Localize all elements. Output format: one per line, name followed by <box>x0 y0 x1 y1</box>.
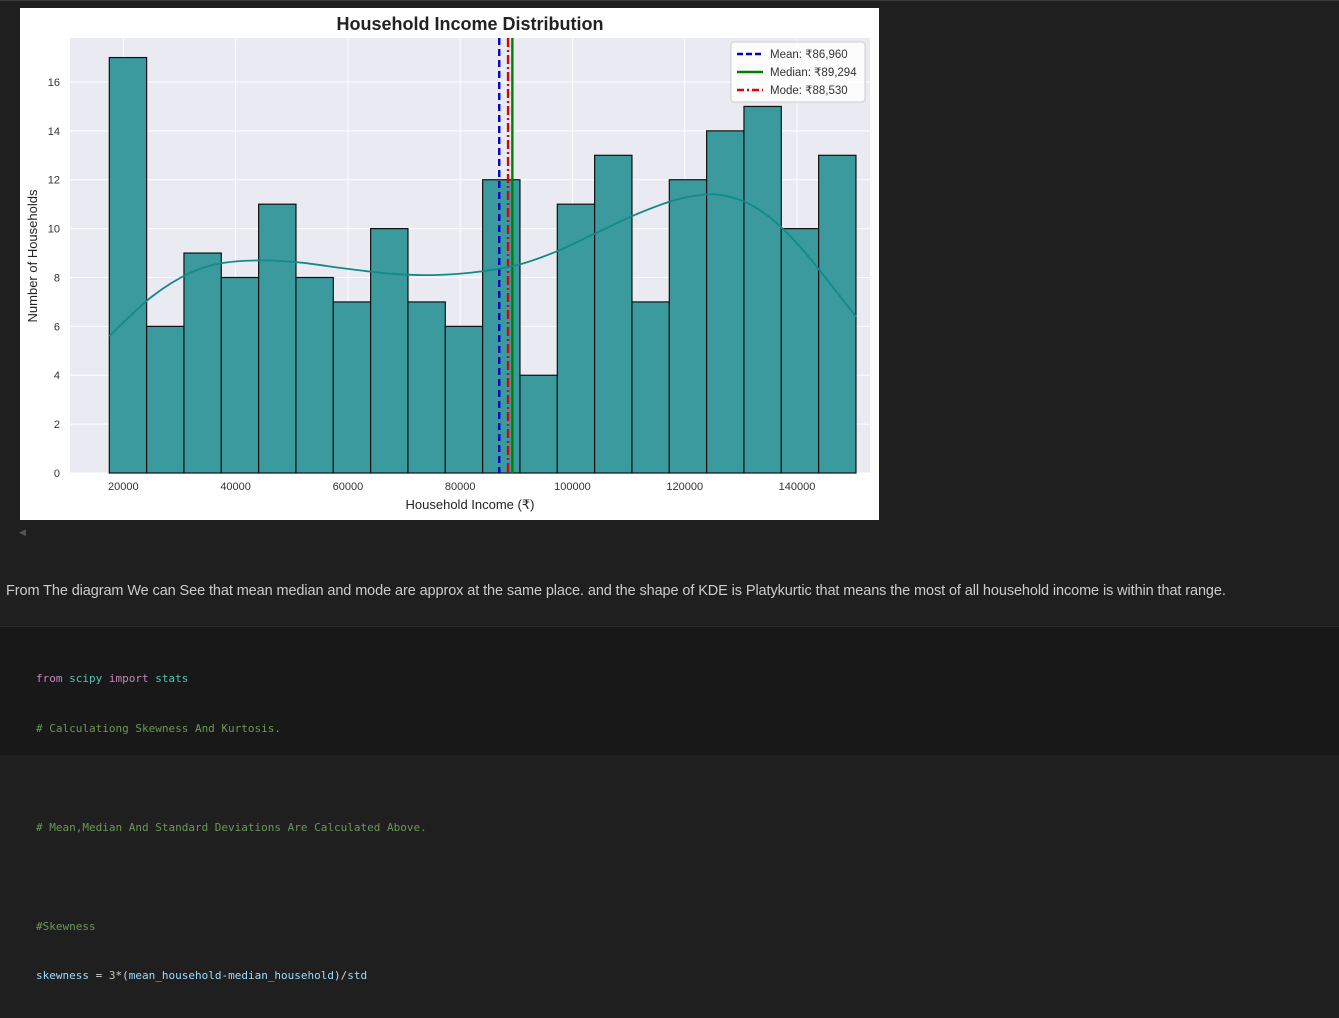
legend-label: Mean: ₹86,960 <box>770 49 848 61</box>
histogram-bar <box>594 154 633 474</box>
code-operator: )/ <box>334 969 348 982</box>
code-variable: median_household <box>228 969 335 982</box>
code-operator: *( <box>115 969 129 982</box>
histogram-bar <box>183 252 222 474</box>
x-tick-label: 40000 <box>220 481 251 493</box>
code-operator: = <box>88 969 109 982</box>
code-line-5 <box>36 869 427 886</box>
y-tick-label: 10 <box>48 224 60 236</box>
code-module: stats <box>148 672 189 685</box>
x-tick-label: 60000 <box>333 481 364 493</box>
x-tick-label: 20000 <box>108 481 139 493</box>
cell-output-chart: 20000 40000 60000 80000 100000 120000 140000 0… <box>20 8 879 520</box>
histogram-bar <box>743 105 782 474</box>
code-variable: skewness <box>36 969 89 982</box>
code-keyword: import <box>102 672 149 685</box>
histogram-chart: 20000 40000 60000 80000 100000 120000 140000 0… <box>25 14 870 512</box>
y-axis-label: Number of Households <box>25 189 40 322</box>
y-tick-label: 2 <box>54 419 60 431</box>
code-line-2: # Calculationg Skewness And Kurtosis. <box>36 721 282 735</box>
histogram-bar <box>370 228 409 474</box>
code-line-1: from scipy import stats <box>36 671 427 688</box>
code-line-6: #Skewness <box>36 919 96 933</box>
code-line-7: skewness = 3*(mean_household-median_hous… <box>36 968 427 985</box>
y-tick-label: 0 <box>54 468 60 480</box>
code-operator: - <box>221 969 229 982</box>
histogram-bar <box>295 276 334 474</box>
code-line-4: # Mean,Median And Standard Deviations Ar… <box>36 820 427 834</box>
histogram-bar <box>780 228 820 474</box>
histogram-bar <box>482 179 521 474</box>
histogram-bar <box>668 179 708 474</box>
y-tick-label: 12 <box>48 175 60 187</box>
histogram-bar <box>220 276 260 474</box>
histogram-bar <box>258 203 297 474</box>
code-cell[interactable]: from scipy import stats # Calculationg S… <box>0 626 1339 982</box>
code-variable: mean_household <box>128 969 222 982</box>
histogram-bar <box>108 56 148 474</box>
top-border <box>0 0 1339 1</box>
histogram-bar <box>444 325 484 474</box>
x-axis-label: Household Income (₹) <box>406 497 535 512</box>
code-keyword: from <box>36 672 63 685</box>
y-tick-label: 4 <box>54 370 60 382</box>
x-tick-label: 100000 <box>554 481 591 493</box>
markdown-cell: From The diagram We can See that mean me… <box>6 582 1326 600</box>
histogram-bar <box>146 325 185 474</box>
markdown-text: From The diagram We can See that mean me… <box>6 583 1226 599</box>
histogram-bar <box>519 374 558 474</box>
kde-curve <box>108 193 857 337</box>
histogram-bar <box>631 301 670 474</box>
x-tick-label: 80000 <box>445 481 476 493</box>
y-tick-label: 6 <box>54 321 60 333</box>
y-tick-label: 14 <box>48 126 60 138</box>
code-number: 3 <box>108 969 116 982</box>
histogram-bar <box>818 154 857 474</box>
code-editor[interactable]: from scipy import stats # Calculationg S… <box>36 638 427 1018</box>
chart-legend: Mean: ₹86,960 Median: ₹89,294 Mode: ₹88,53… <box>730 41 866 103</box>
histogram-bar <box>332 301 372 474</box>
y-tick-label: 8 <box>54 272 60 284</box>
x-tick-label: 140000 <box>779 481 816 493</box>
histogram-bar <box>706 130 745 474</box>
code-line-3 <box>36 770 427 787</box>
legend-box <box>730 41 866 103</box>
code-variable: std <box>347 969 368 982</box>
chart-title: Household Income Distribution <box>336 14 603 34</box>
histogram-bar <box>556 203 596 474</box>
scroll-left-arrow-icon[interactable]: ◀ <box>19 527 26 537</box>
code-module: scipy <box>62 672 103 685</box>
legend-label: Median: ₹89,294 <box>770 67 857 79</box>
histogram-bar <box>407 301 446 474</box>
y-tick-label: 16 <box>48 77 60 89</box>
legend-label: Mode: ₹88,530 <box>770 85 848 97</box>
x-tick-label: 120000 <box>666 481 703 493</box>
